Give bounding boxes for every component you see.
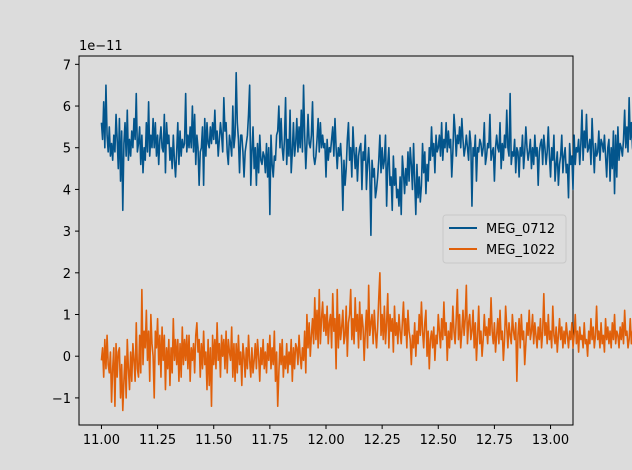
x-tick-label: 12.25: [364, 433, 401, 448]
x-tick-label: 12.00: [307, 433, 344, 448]
y-tick-label: 0: [63, 350, 71, 365]
series-line-meg-0712: [100, 71, 632, 237]
y-tick-label: 5: [63, 142, 71, 157]
y-tick-label: 6: [63, 100, 71, 115]
legend: MEG_0712 MEG_1022: [442, 214, 567, 264]
x-tick-label: 11.75: [251, 433, 288, 448]
series-layer: [100, 71, 632, 412]
x-tick-label: 12.75: [476, 433, 513, 448]
y-offset-label: 1e−11: [79, 39, 123, 54]
x-tick-label: 11.25: [139, 433, 176, 448]
x-axis: 11.00 11.25 11.50 11.75 12.00 12.25 12.50 12.75…: [83, 425, 569, 448]
y-tick-label: 1: [63, 309, 71, 324]
y-tick-label: 2: [63, 267, 71, 282]
series-line-meg-1022: [100, 272, 632, 412]
x-tick-label: 13.00: [532, 433, 569, 448]
y-tick-label: 4: [63, 183, 71, 198]
legend-label-meg-1022: MEG_1022: [486, 243, 555, 258]
x-tick-label: 11.50: [195, 433, 232, 448]
y-tick-label: 3: [63, 225, 71, 240]
legend-label-meg-0712: MEG_0712: [486, 222, 555, 237]
y-tick-label: 7: [63, 58, 71, 73]
x-tick-label: 11.00: [83, 433, 120, 448]
x-tick-label: 12.50: [420, 433, 457, 448]
y-axis: −1 0 1 2 3 4 5 6 7: [52, 58, 79, 407]
y-tick-label: −1: [52, 392, 71, 407]
